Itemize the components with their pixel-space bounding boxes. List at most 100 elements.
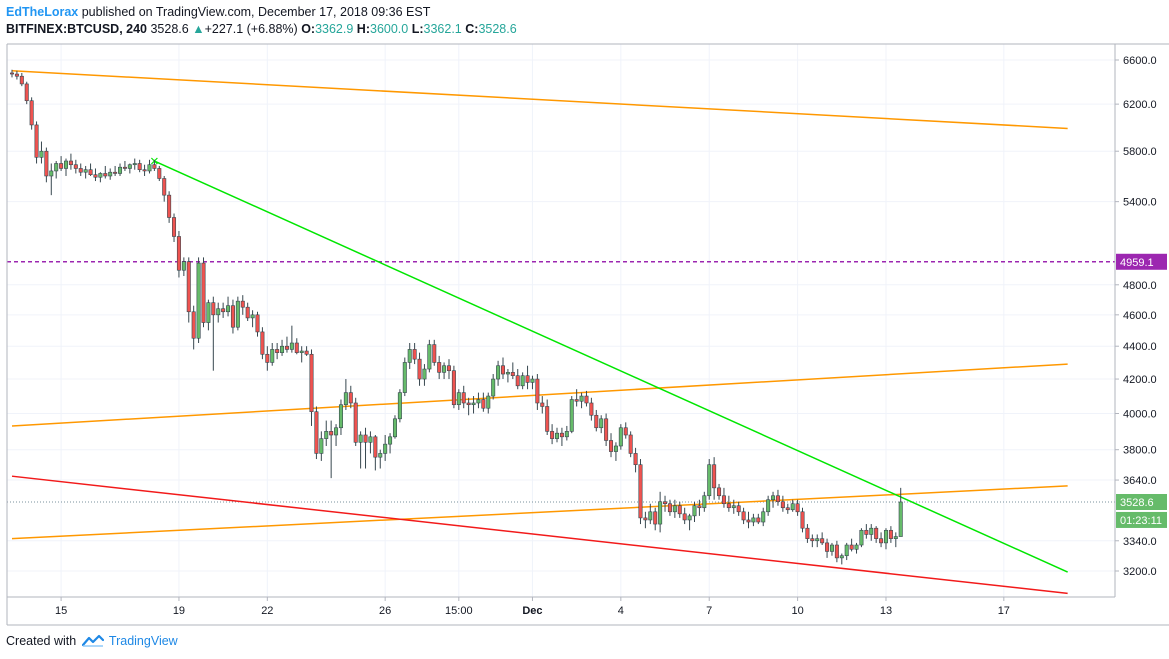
candle-body — [284, 345, 289, 350]
candle-body — [348, 392, 353, 404]
candle-body — [864, 529, 869, 535]
candle-body — [309, 353, 314, 413]
candle-body — [761, 511, 766, 523]
candle-body — [790, 503, 795, 511]
low-value: 3362.1 — [423, 22, 462, 36]
candle-body — [181, 261, 186, 271]
candle-body — [98, 173, 103, 178]
time-tick-label: 7 — [706, 605, 712, 617]
candle-body — [176, 236, 181, 271]
trendline-4 — [154, 160, 1068, 573]
candle-body — [304, 350, 309, 355]
candle-body — [172, 217, 177, 237]
close-value: 3528.6 — [478, 22, 517, 36]
candle-body — [289, 342, 294, 350]
candle-body — [44, 150, 49, 177]
publish-info: EdTheLorax published on TradingView.com,… — [6, 4, 1156, 21]
candle-body — [800, 511, 805, 529]
candle-body — [667, 503, 672, 513]
candle-body — [569, 399, 574, 432]
candle-body — [505, 372, 510, 375]
candle-body — [191, 311, 196, 339]
candle-body — [432, 344, 437, 363]
candle-body — [839, 555, 844, 559]
candle-body — [108, 171, 113, 177]
candle-body — [142, 169, 147, 172]
candle-body — [859, 529, 864, 546]
candle-body — [412, 349, 417, 360]
candle-body — [407, 349, 412, 363]
price-tick-label: 6600.0 — [1123, 55, 1157, 67]
candle-body — [633, 453, 638, 466]
candle-body — [613, 445, 618, 452]
candle-body — [550, 431, 555, 439]
candle-body — [682, 513, 687, 521]
candle-body — [785, 507, 790, 511]
candle-body — [442, 365, 447, 373]
close-label: C: — [465, 22, 479, 36]
candle-body — [476, 399, 481, 404]
tradingview-brand[interactable]: TradingView — [108, 634, 178, 648]
candle-body — [672, 505, 677, 513]
time-tick-label: 13 — [880, 605, 892, 617]
candle-body — [250, 314, 255, 319]
candle-body — [466, 402, 471, 406]
candle-body — [825, 542, 830, 552]
candle-body — [162, 178, 167, 196]
candle-body — [446, 365, 451, 371]
candle-body — [604, 418, 609, 441]
candle-body — [726, 503, 731, 509]
candle-body — [230, 305, 235, 328]
candle-body — [491, 378, 496, 397]
candle-body — [456, 392, 461, 406]
candle-body — [201, 262, 206, 323]
candle-body — [19, 75, 24, 85]
candle-body — [216, 308, 221, 316]
candle-body — [329, 431, 334, 436]
candle-body — [486, 395, 491, 409]
candle-body — [83, 169, 88, 173]
candle-body — [594, 414, 599, 429]
time-tick-label: 4 — [618, 605, 624, 617]
price-tick-label: 3640.0 — [1123, 475, 1157, 487]
candle-body — [363, 434, 368, 443]
candle-body — [280, 345, 285, 353]
candle-body — [879, 538, 884, 544]
open-value: 3362.9 — [315, 22, 354, 36]
time-tick-label: 26 — [379, 605, 391, 617]
trendline-3 — [11, 485, 1068, 540]
price-badge — [1116, 493, 1167, 510]
high-label: H: — [356, 22, 370, 36]
candle-body — [515, 375, 520, 387]
candle-body — [510, 372, 515, 376]
candle-body — [157, 168, 162, 179]
candle-body — [677, 505, 682, 515]
candle-body — [623, 427, 628, 436]
grid — [7, 44, 1115, 597]
candle-body — [451, 370, 456, 406]
candle-body — [525, 375, 530, 383]
price-tick-label: 3200.0 — [1123, 566, 1157, 578]
candle-body — [869, 527, 874, 535]
candle-body — [59, 163, 64, 169]
candle-body — [893, 536, 898, 539]
symbol-label[interactable]: BITFINEX:BTCUSD, 240 — [6, 22, 147, 36]
candle-body — [854, 544, 859, 550]
candle-body — [702, 495, 707, 509]
candle-body — [746, 519, 751, 523]
trendlines — [7, 70, 1115, 595]
candle-body — [751, 517, 756, 523]
candle-body — [648, 511, 653, 521]
footer: Created with TradingView — [6, 632, 178, 650]
candle-body — [206, 302, 211, 323]
candle-body — [756, 517, 761, 523]
candle-body — [24, 83, 29, 102]
candle-body — [383, 443, 388, 454]
candle-body — [294, 342, 299, 353]
candle-body — [343, 392, 348, 406]
candle-body — [731, 505, 736, 509]
candle-body — [481, 399, 486, 409]
candle-body — [496, 365, 501, 380]
author-name[interactable]: EdTheLorax — [6, 5, 79, 19]
